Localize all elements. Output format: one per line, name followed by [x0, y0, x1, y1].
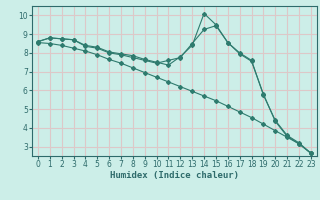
X-axis label: Humidex (Indice chaleur): Humidex (Indice chaleur) [110, 171, 239, 180]
